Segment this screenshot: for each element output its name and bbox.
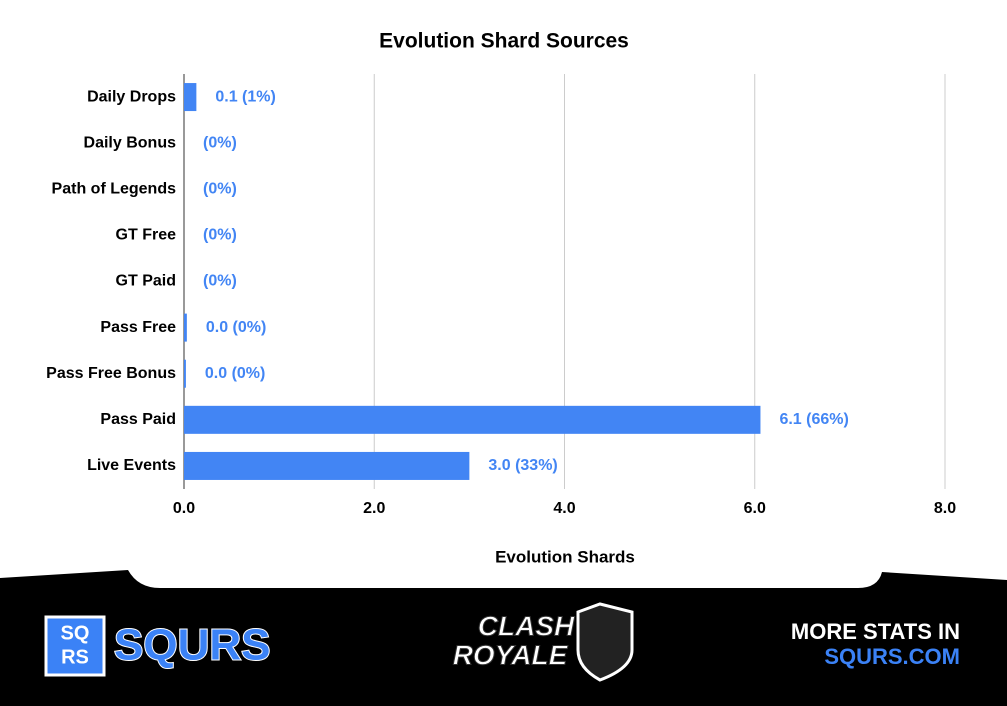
value-label: 0.1 (1%): [215, 88, 275, 105]
bar: [184, 405, 761, 434]
chart-title: Evolution Shard Sources: [379, 30, 629, 53]
y-tick-label: Daily Bonus: [84, 134, 177, 151]
y-tick-label: Pass Free: [100, 319, 176, 336]
value-label: (0%): [203, 227, 237, 244]
bar: [184, 313, 187, 342]
y-tick-label: Pass Free Bonus: [46, 365, 176, 382]
value-label: (0%): [203, 134, 237, 151]
brand-box: [44, 615, 106, 677]
brand-box-top: SQ: [61, 622, 90, 644]
y-tick-label: Pass Paid: [100, 411, 176, 428]
x-tick-label: 4.0: [553, 500, 575, 517]
value-label: 0.0 (0%): [206, 319, 266, 336]
y-tick-label: Live Events: [87, 457, 176, 474]
y-tick-label: Path of Legends: [52, 180, 177, 197]
x-tick-label: 8.0: [934, 500, 956, 517]
bar: [184, 359, 186, 388]
game-crest: [576, 602, 634, 682]
game-logo-bottom: ROYALE: [453, 639, 569, 670]
value-label: 3.0 (33%): [488, 457, 557, 474]
value-label: (0%): [203, 273, 237, 290]
value-label: (0%): [203, 180, 237, 197]
x-tick-label: 0.0: [173, 500, 195, 517]
y-tick-label: GT Free: [116, 227, 177, 244]
x-axis-label: Evolution Shards: [495, 547, 635, 566]
brand-box-bottom: RS: [61, 646, 89, 668]
y-tick-label: GT Paid: [116, 273, 176, 290]
game-logo-top: CLASH: [478, 610, 575, 641]
y-tick-label: Daily Drops: [87, 88, 176, 105]
value-label: 6.1 (66%): [779, 411, 848, 428]
x-tick-label: 2.0: [363, 500, 385, 517]
value-label: 0.0 (0%): [205, 365, 265, 382]
bar: [184, 451, 470, 480]
footer-band: [0, 570, 1007, 706]
brand-name: SQURS: [114, 621, 270, 670]
promo-top: MORE STATS IN: [791, 619, 960, 644]
bar: [184, 83, 197, 112]
promo-bottom: SQURS.COM: [824, 644, 960, 669]
x-tick-label: 6.0: [744, 500, 766, 517]
